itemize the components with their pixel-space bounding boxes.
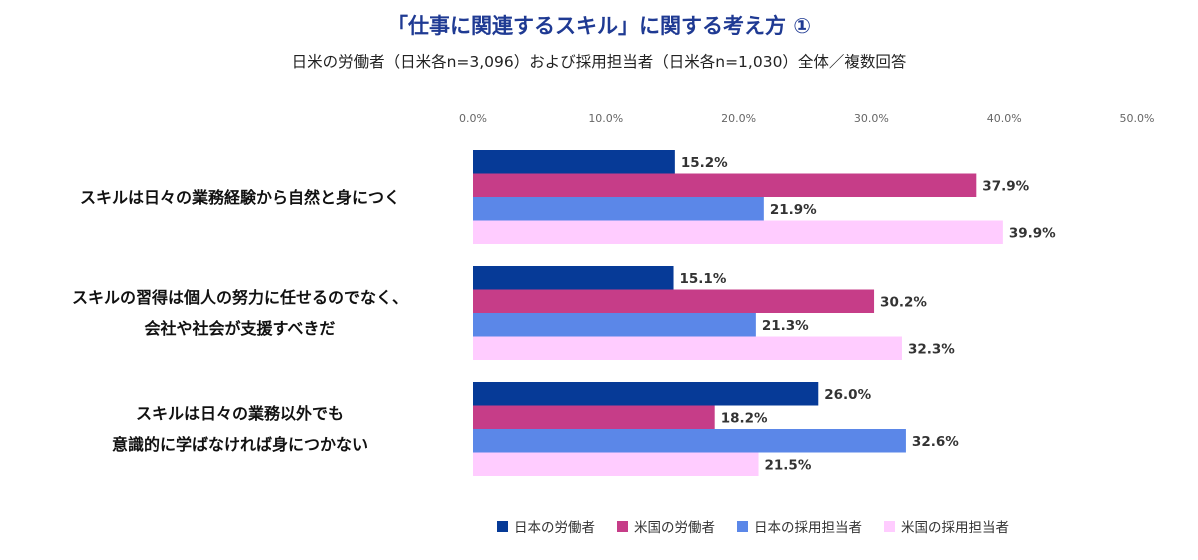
legend-swatch [737,520,748,532]
bar [473,173,977,197]
bar [473,405,715,429]
legend-label: 日本の労働者 [514,520,595,536]
x-tick-label: 0.0% [459,112,487,125]
x-tick-label: 30.0% [854,112,889,125]
bar [473,313,756,337]
bar [473,266,674,290]
legend-label: 日本の採用担当者 [754,520,862,536]
legend-item: 米国の採用担当者 [884,516,1009,536]
chart-subtitle: 日米の労働者（日米各n=3,096）および採用担当者（日米各n=1,030）全体… [291,53,907,71]
legend-item: 日本の採用担当者 [737,516,862,536]
bar [473,382,819,406]
bar-value-label: 15.2% [681,155,728,171]
bar-value-label: 32.3% [908,341,955,357]
bar-value-label: 21.3% [762,318,809,334]
bar-value-label: 26.0% [824,387,871,403]
x-tick-label: 40.0% [987,112,1022,125]
bar-value-label: 32.6% [912,434,959,450]
x-tick-label: 50.0% [1120,112,1155,125]
category-label-line: 会社や社会が支援すべきだ [144,319,336,338]
bar-value-label: 15.1% [680,271,727,287]
bar-value-label: 37.9% [982,178,1029,194]
category-label-line: スキルは日々の業務以外でも [135,404,344,423]
bar [473,197,764,221]
bar-value-label: 39.9% [1009,225,1056,241]
category-label-line: 意識的に学ばなければ身につかない [111,435,368,454]
bar [473,452,759,476]
bar [473,150,675,174]
bar-chart: 0.0% 10.0% 20.0% 30.0% 40.0% 50.0% 15.2% 37.9% 2… [459,112,1155,476]
category-label-line: スキルの習得は個人の努力に任せるのでなく、 [71,288,408,307]
legend-item: 米国の労働者 [617,516,715,536]
bar [473,429,906,453]
legend-swatch [617,520,628,532]
legend-label: 米国の採用担当者 [901,520,1009,536]
bar [473,336,902,360]
bar-value-label: 30.2% [880,294,927,310]
bar-value-label: 18.2% [721,410,768,426]
x-tick-label: 10.0% [588,112,623,125]
x-tick-label: 20.0% [721,112,756,125]
category-label: スキルの習得は個人の努力に任せるのでなく、 会社や社会が支援すべきだ [20,282,460,344]
legend-swatch [497,520,508,532]
legend-swatch [884,520,895,532]
bar-value-label: 21.5% [765,457,812,473]
bar-value-label: 21.9% [770,202,817,218]
legend-label: 米国の労働者 [634,520,715,536]
category-label: スキルは日々の業務経験から自然と身につく [20,182,460,213]
chart-legend: 日本の労働者 米国の労働者 日本の採用担当者 米国の採用担当者 [497,516,1009,536]
category-label-line: スキルは日々の業務経験から自然と身につく [79,187,400,207]
bar [473,289,875,313]
legend-item: 日本の労働者 [497,516,595,536]
chart-title: 「仕事に関連するスキル」に関する考え方 ① [386,14,812,38]
category-label: スキルは日々の業務以外でも意識的に学ばなければ身につかない [20,398,460,460]
bar [473,220,1003,244]
